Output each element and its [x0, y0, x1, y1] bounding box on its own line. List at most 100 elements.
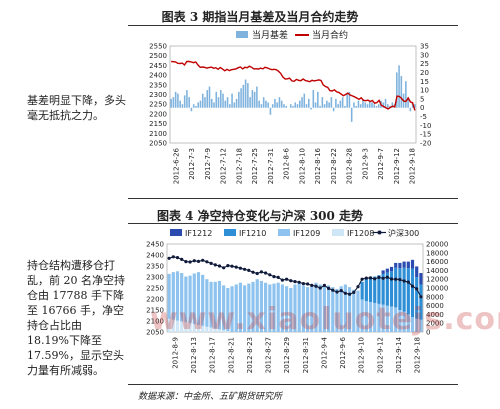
chart3-contract-line [171, 60, 416, 111]
chart4-bar-if1209 [335, 288, 339, 332]
chart4-hs300-point [289, 279, 293, 283]
chart4-right-tick: 8000 [426, 293, 444, 301]
chart4-legend-if1209: IF1209 [293, 229, 320, 238]
chart4-hs300-point [360, 277, 364, 281]
chart4-hs300-point [306, 282, 310, 286]
chart3-x-tick: 2012-9-7 [377, 148, 385, 180]
figure-4-top-rule [128, 223, 458, 224]
chart3-basis-bar [303, 93, 306, 108]
chart3-basis-bar [294, 102, 297, 108]
chart3-left-tick: 2500 [149, 52, 167, 60]
chart3-basis-bar [192, 104, 195, 108]
chart4-hs300-point [394, 277, 398, 281]
side-note-1: 基差明显下降，多头毫无抵抗之力。 [27, 94, 126, 122]
chart3-basis-bar [384, 98, 387, 108]
chart4-bar-if1209 [339, 286, 343, 332]
chart4-x-tick: 2012-8-21 [227, 337, 235, 373]
chart4-bar-if1209 [364, 301, 368, 332]
chart3-x-tick: 2012-8-10 [298, 148, 306, 184]
chart4-bar-if1209 [389, 306, 394, 332]
chart4-bar-if1210 [373, 276, 377, 303]
chart4-hs300-point [171, 255, 175, 259]
chart3-right-tick: -20 [420, 140, 431, 148]
chart4-bar-if1210 [406, 268, 410, 315]
chart4-bar-if1210 [415, 277, 419, 319]
chart4-hs300-point [381, 276, 385, 280]
chart4-bar-if1209 [276, 282, 280, 332]
chart4-left-tick: 2300 [146, 274, 164, 282]
chart3-basis-bar [251, 90, 254, 108]
chart4-hs300-point [406, 280, 410, 284]
chart3-basis-bar [238, 91, 240, 108]
chart4-bar-if1209 [230, 286, 234, 332]
chart3-basis-bar [344, 105, 346, 108]
chart4-x-tick: 2012-9-18 [414, 337, 422, 373]
chart4-right-tick: 4000 [426, 311, 444, 319]
chart4-bar-if1210 [385, 272, 389, 306]
chart3-basis-bar [235, 98, 238, 108]
chart3-left-tick: 2250 [149, 101, 167, 109]
chart3-basis-bar [265, 100, 267, 108]
chart3-basis-bar [253, 91, 256, 108]
chart4-bar-if1209 [255, 279, 259, 332]
chart3-left-tick: 2050 [149, 140, 167, 148]
chart4-hs300-point [339, 289, 343, 293]
chart4-hs300-point [385, 275, 389, 279]
chart3-left-tick: 2550 [149, 43, 167, 51]
chart4-bar-if1209 [402, 311, 406, 332]
chart4-legend-if1212: IF1212 [185, 229, 212, 238]
chart4-hs300-point [322, 283, 326, 287]
chart4-bar-if1209 [356, 290, 360, 332]
side-note-2: 持仓结构遭移仓打乱，前 20 名净空持仓由 17788 手下降至 16766 手… [27, 259, 125, 377]
chart4-bar-if1209 [373, 302, 377, 332]
chart3-x-tick: 2012-7-3 [188, 148, 196, 180]
chart3-basis-bar [400, 75, 403, 108]
chart3-x-tick: 2012-7-18 [235, 148, 243, 184]
chart4-x-tick: 2012-8-31 [302, 337, 310, 373]
chart3-basis-bar [319, 105, 321, 108]
figure-3-bottom-rule [128, 198, 458, 199]
chart3-legend-swatch-basis [236, 31, 248, 38]
chart3-basis-bar [330, 97, 333, 108]
chart4-bar-if1209 [196, 272, 201, 325]
chart3-basis-bar [355, 105, 357, 108]
chart3-basis-bar [321, 97, 324, 108]
chart3-basis-bar [407, 97, 409, 108]
chart4-x-tick: 2012-9-6 [339, 336, 347, 368]
chart3-basis-bar [280, 100, 283, 108]
chart4-bar-if1208 [184, 322, 188, 332]
chart4-hs300-point [310, 283, 314, 287]
chart4-left-tick: 2050 [146, 329, 164, 337]
chart4-x-tick: 2012-9-4 [320, 336, 328, 368]
chart4-right-tick: 0 [426, 329, 430, 337]
chart4-bar-if1208 [226, 331, 230, 332]
chart3-basis-bar [172, 97, 175, 108]
chart3-basis-bar [312, 90, 315, 108]
chart3-basis-bar [371, 102, 373, 108]
chart4-right-tick: 2000 [426, 320, 444, 328]
chart4-hs300-point [184, 260, 188, 264]
chart4-hs300-point [398, 278, 402, 282]
chart4-bar-if1209 [289, 288, 293, 332]
chart3-basis-bar [197, 102, 200, 108]
chart3-basis-bar [204, 97, 206, 108]
chart3-x-tick: 2012-8-28 [346, 148, 354, 184]
chart3-basis-bar [337, 104, 339, 108]
chart3-basis-bar [229, 104, 231, 108]
chart4-hs300-point [368, 276, 373, 280]
chart4-hs300-point [255, 271, 259, 276]
chart4-bar-if1209 [381, 304, 385, 332]
chart4-bar-if1209 [184, 276, 188, 323]
chart4-bar-if1208 [180, 321, 184, 332]
chart4-x-tick: 2012-8-17 [209, 337, 217, 373]
chart3-x-tick: 2012-9-12 [393, 148, 401, 184]
chart3-basis-bar [215, 91, 218, 108]
chart4-x-tick: 2012-9-10 [358, 337, 366, 373]
chart3-plot-frame [169, 45, 417, 144]
chart3-x-tick: 2012-8-6 [283, 147, 291, 179]
chart4-bar-if1209 [305, 287, 310, 332]
chart4-hs300-point [180, 257, 184, 261]
chart4-hs300-point [331, 288, 335, 292]
chart3-x-tick: 2012-7-12 [220, 148, 228, 184]
chart4-bar-if1209 [301, 285, 305, 332]
